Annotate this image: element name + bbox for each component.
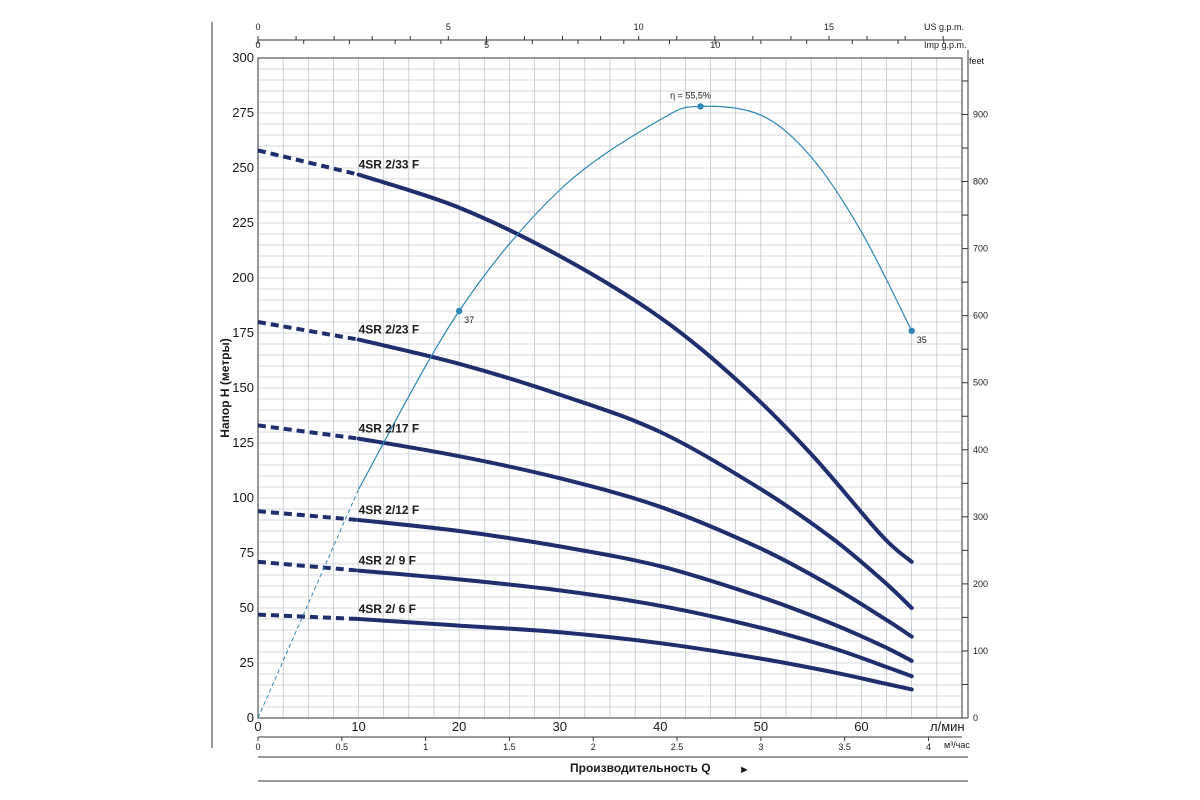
y-axis-title: Напор H (метры) — [218, 338, 232, 437]
y-tick-label: 225 — [232, 215, 254, 230]
us-gpm-tick-label: 5 — [446, 22, 451, 32]
efficiency-point-label: 37 — [464, 315, 474, 325]
imp-gpm-tick-label: 5 — [484, 40, 489, 50]
efficiency-curve: 37 η = 55,5% 35 — [257, 90, 927, 719]
curve-labels: 4SR 2/33 F 4SR 2/23 F 4SR 2/17 F 4SR 2/12 F… — [359, 158, 420, 616]
x-axis-arrow-icon: ► — [739, 764, 750, 776]
efficiency-point — [455, 307, 463, 315]
x-tick-label: 30 — [552, 719, 566, 734]
m3h-tick-label: 2 — [591, 742, 596, 752]
y-tick-label: 175 — [232, 325, 254, 340]
us-gpm-tick-label: 15 — [824, 22, 834, 32]
m3h-unit-label: м³/час — [944, 740, 970, 750]
feet-tick-label: 0 — [973, 713, 978, 723]
x-tick-label: 20 — [452, 719, 466, 734]
pump-curve-dashed — [257, 423, 359, 441]
pump-curve-label: 4SR 2/12 F — [359, 503, 420, 517]
feet-tick-label: 600 — [973, 311, 988, 321]
efficiency-point — [908, 327, 915, 334]
feet-tick-label: 100 — [973, 646, 988, 656]
y-tick-label: 200 — [232, 270, 254, 285]
feet-tick-label: 800 — [973, 177, 988, 187]
x-tick-label: 50 — [754, 719, 768, 734]
pump-curve-label: 4SR 2/17 F — [359, 422, 420, 436]
x-tick-label: 40 — [653, 719, 667, 734]
imp-gpm-tick-label: 10 — [710, 40, 720, 50]
m3h-tick-label: 2.5 — [671, 742, 684, 752]
us-gpm-tick-label: 0 — [255, 22, 260, 32]
us-gpm-unit-label: US g.p.m. — [924, 22, 964, 32]
m3h-tick-label: 4 — [926, 742, 931, 752]
imp-gpm-tick-label: 0 — [255, 40, 260, 50]
plot-frame — [257, 57, 963, 719]
x-tick-label: 10 — [351, 719, 365, 734]
pump-curve — [356, 568, 914, 679]
m3h-tick-label: 0.5 — [336, 742, 349, 752]
m3h-tick-label: 3.5 — [838, 742, 851, 752]
y-tick-label: 275 — [232, 105, 254, 120]
feet-tick-label: 900 — [973, 109, 988, 119]
x-tick-label: 0 — [254, 719, 261, 734]
m3h-tick-label: 0 — [255, 742, 260, 752]
y-tick-label: 25 — [240, 655, 254, 670]
y-tick-label: 100 — [232, 490, 254, 505]
us-gpm-tick-label: 10 — [634, 22, 644, 32]
y-tick-label: 75 — [240, 545, 254, 560]
y-tick-label: 300 — [232, 50, 254, 65]
efficiency-point-label: η = 55,5% — [670, 90, 711, 100]
imp-gpm-unit-label: Imp g.p.m. — [924, 40, 967, 50]
feet-tick-label: 700 — [973, 244, 988, 254]
pump-curve — [356, 518, 914, 663]
efficiency-point-label: 35 — [917, 335, 927, 345]
pump-curve — [356, 436, 914, 639]
pump-curve-dashed — [257, 612, 359, 621]
pump-curve-label: 4SR 2/23 F — [359, 323, 420, 337]
y-tick-label: 125 — [232, 435, 254, 450]
x-unit-label: л/мин — [930, 719, 965, 734]
feet-tick-label: 200 — [973, 579, 988, 589]
feet-tick-label: 500 — [973, 378, 988, 388]
feet-unit-label: feet — [969, 56, 985, 66]
pump-curve-dashed — [257, 320, 359, 342]
pump-curve — [356, 172, 914, 564]
y-tick-label: 250 — [232, 160, 254, 175]
x-axis-title: Производительность Q — [570, 761, 711, 775]
pump-curve-dashed — [257, 559, 359, 573]
axes — [211, 22, 969, 782]
pump-curve — [356, 337, 914, 610]
pump-curves — [257, 148, 914, 692]
pump-curve-dashed — [257, 148, 360, 177]
y-tick-label: 50 — [240, 600, 254, 615]
pump-curve-label: 4SR 2/33 F — [359, 158, 420, 172]
m3h-tick-label: 3 — [758, 742, 763, 752]
feet-tick-label: 300 — [973, 512, 988, 522]
y-tick-label: 0 — [247, 710, 254, 725]
y-tick-label: 150 — [232, 380, 254, 395]
feet-tick-label: 400 — [973, 445, 988, 455]
m3h-tick-label: 1.5 — [503, 742, 516, 752]
pump-curve-label: 4SR 2/ 9 F — [359, 554, 416, 568]
pump-curve-label: 4SR 2/ 6 F — [359, 602, 416, 616]
pump-curve-dashed — [257, 509, 359, 522]
pump-curve — [356, 617, 914, 692]
x-tick-label: 60 — [854, 719, 868, 734]
efficiency-point — [697, 103, 704, 110]
m3h-tick-label: 1 — [423, 742, 428, 752]
